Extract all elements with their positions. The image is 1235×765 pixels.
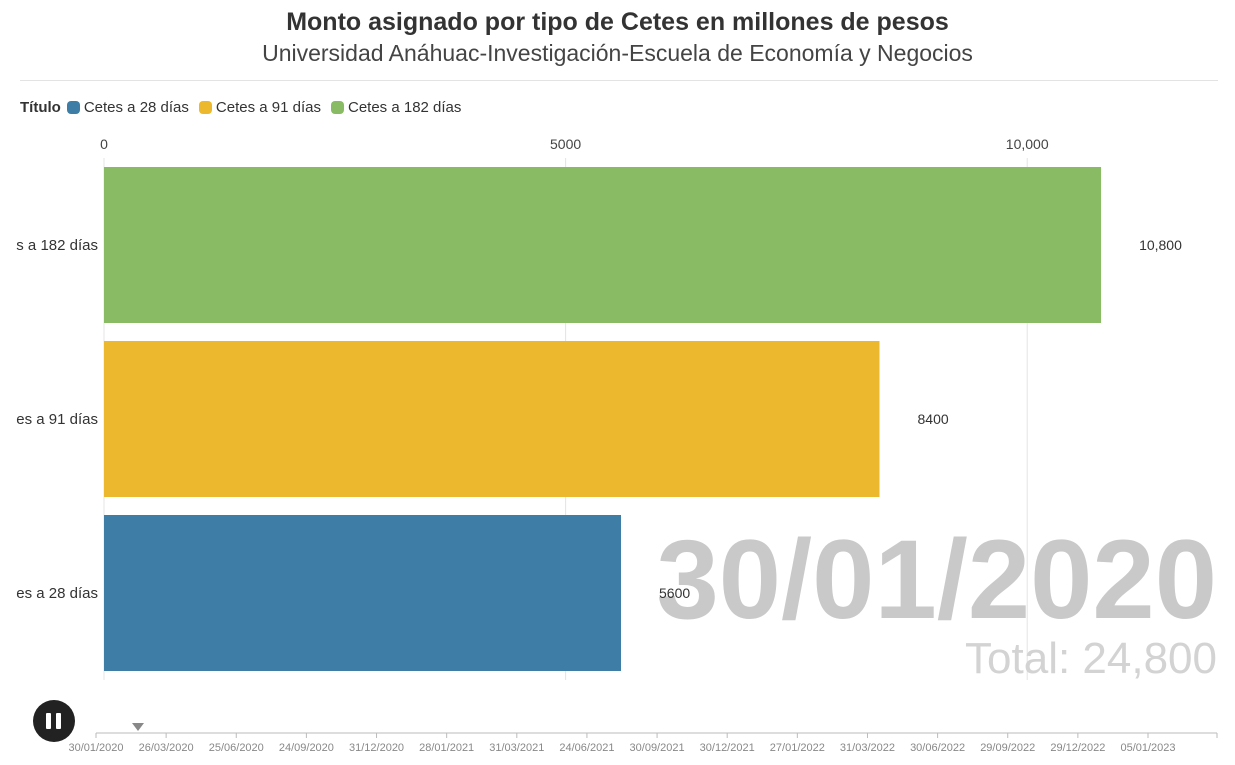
legend-item-cetes-182[interactable]: Cetes a 182 días — [330, 99, 462, 116]
timeline-date-label: 30/09/2021 — [630, 742, 685, 754]
category-label: s a 182 días — [16, 237, 98, 254]
bar — [104, 341, 880, 497]
timeline-date-label: 30/01/2020 — [68, 742, 123, 754]
legend-label-cetes-91: Cetes a 91 días — [215, 99, 321, 116]
timeline-date-label: 25/06/2020 — [209, 742, 264, 754]
timeline-date-label: 27/01/2022 — [770, 742, 825, 754]
legend: Título Cetes a 28 días Cetes a 91 días C… — [20, 99, 471, 116]
legend-item-cetes-28[interactable]: Cetes a 28 días — [66, 99, 189, 116]
total-watermark: Total: 24,800 — [965, 634, 1217, 683]
legend-title: Título — [20, 99, 61, 116]
timeline-date-label: 29/09/2022 — [980, 742, 1035, 754]
timeline-handle-icon[interactable] — [132, 723, 144, 731]
legend-label-cetes-182: Cetes a 182 días — [347, 99, 462, 116]
timeline-date-label: 31/12/2020 — [349, 742, 404, 754]
bar — [104, 515, 621, 671]
header-divider — [20, 80, 1218, 81]
timeline-date-label: 31/03/2021 — [489, 742, 544, 754]
timeline-date-label: 30/06/2022 — [910, 742, 965, 754]
timeline-date-label: 24/06/2021 — [559, 742, 614, 754]
x-tick-label: 10,000 — [1006, 136, 1049, 152]
current-date-watermark: 30/01/2020 — [656, 517, 1217, 642]
timeline-date-label: 28/01/2021 — [419, 742, 474, 754]
timeline-date-label: 24/09/2020 — [279, 742, 334, 754]
category-label: es a 91 días — [16, 411, 98, 428]
x-tick-label: 5000 — [550, 136, 581, 152]
legend-label-cetes-28: Cetes a 28 días — [83, 99, 189, 116]
value-label: 10,800 — [1139, 237, 1182, 253]
legend-item-cetes-91[interactable]: Cetes a 91 días — [198, 99, 321, 116]
legend-swatch-cetes-182 — [330, 101, 344, 114]
value-label: 8400 — [918, 411, 949, 427]
timeline-date-label: 30/12/2021 — [700, 742, 755, 754]
timeline-date-label: 26/03/2020 — [139, 742, 194, 754]
pause-icon — [46, 713, 51, 729]
legend-swatch-cetes-28 — [66, 101, 80, 114]
timeline-date-label: 05/01/2023 — [1120, 742, 1175, 754]
pause-button[interactable] — [33, 700, 75, 742]
chart-subtitle: Universidad Anáhuac-Investigación-Escuel… — [262, 40, 973, 66]
timeline-date-label: 31/03/2022 — [840, 742, 895, 754]
x-tick-label: 0 — [100, 136, 108, 152]
legend-swatch-cetes-91 — [198, 101, 212, 114]
timeline-date-label: 29/12/2022 — [1050, 742, 1105, 754]
value-label: 5600 — [659, 585, 690, 601]
chart-title: Monto asignado por tipo de Cetes en mill… — [286, 8, 949, 36]
category-label: es a 28 días — [16, 585, 98, 602]
bar — [104, 167, 1102, 323]
